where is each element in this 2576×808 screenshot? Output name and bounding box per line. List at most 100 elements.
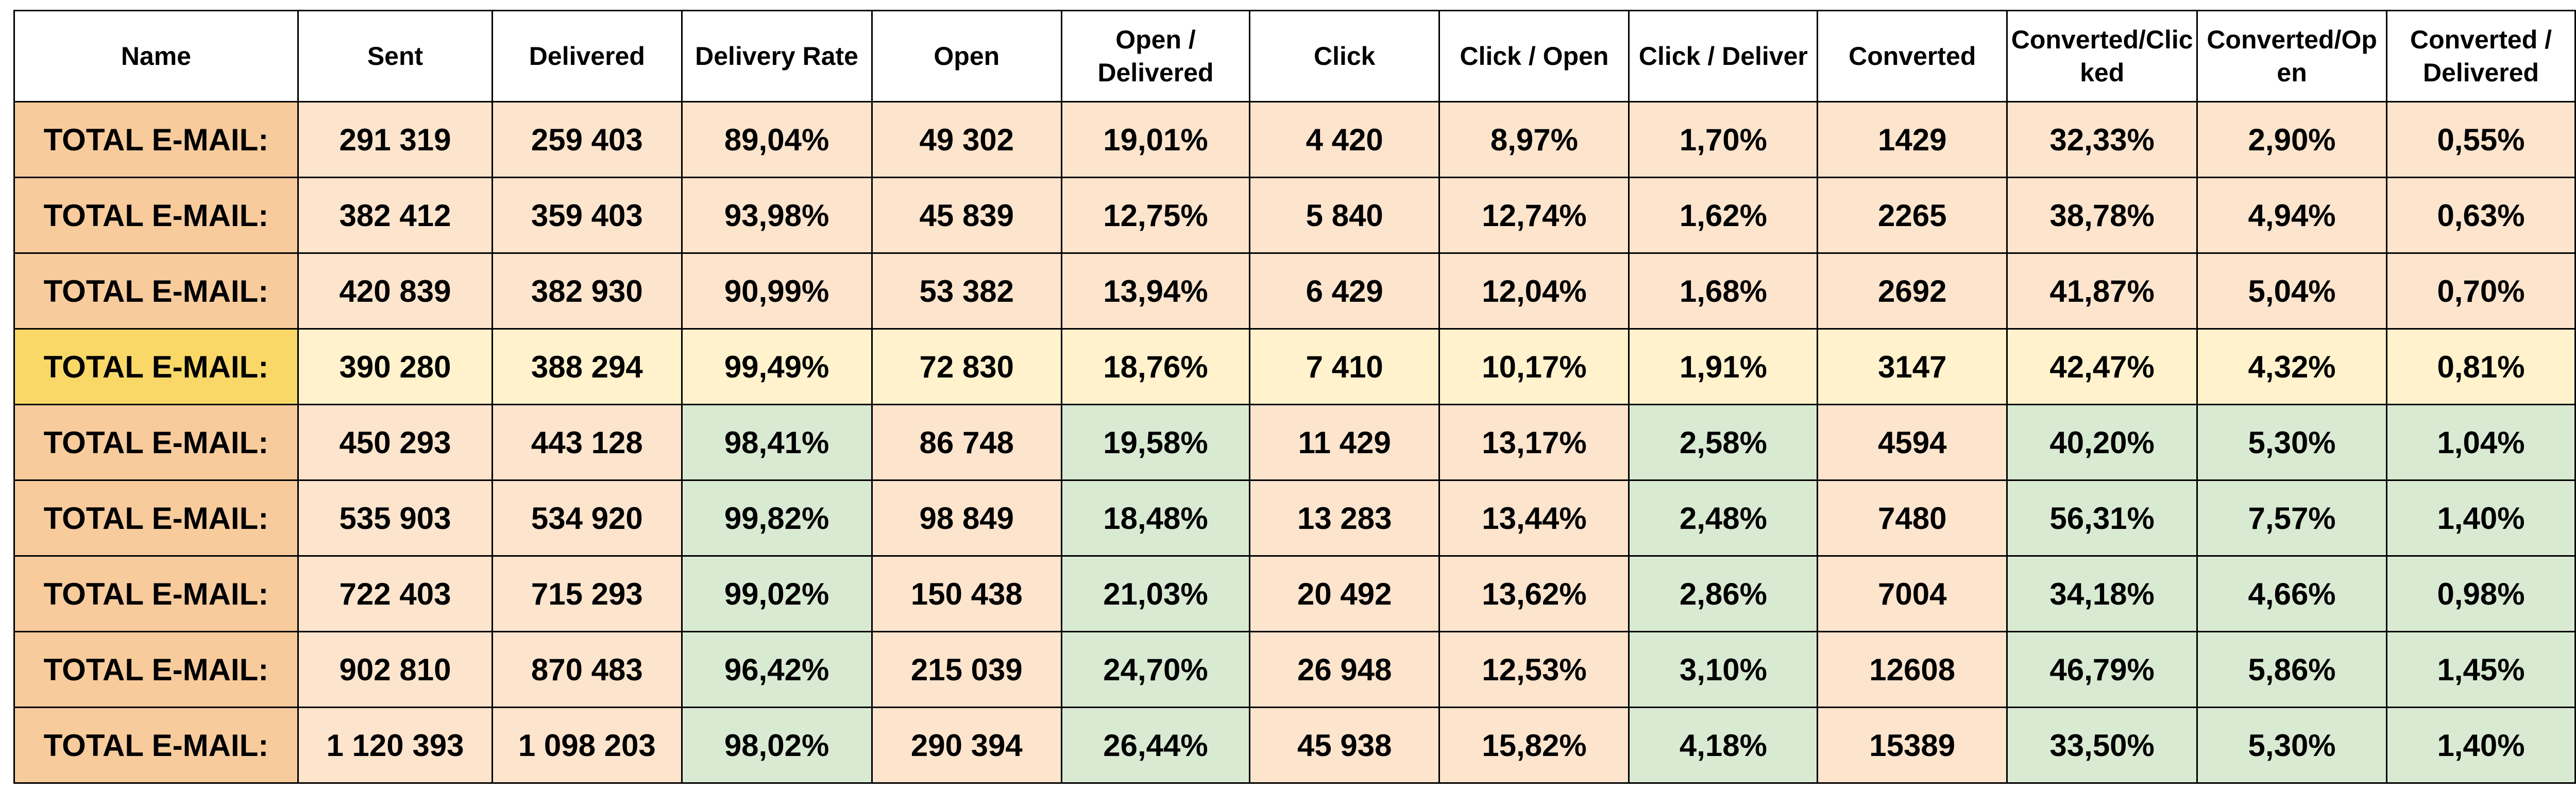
header-cell: Click — [1249, 10, 1440, 102]
table-cell: 0,70% — [2386, 252, 2576, 330]
table-cell: 46,79% — [2006, 631, 2198, 708]
table-row: TOTAL E-MAIL: 291 319 259 403 89,04% 49 302 1… — [13, 101, 2576, 178]
table-cell: 12608 — [1817, 631, 2008, 708]
table-cell: 99,82% — [681, 479, 873, 557]
table-cell: 2,86% — [1628, 555, 1819, 632]
table-cell: 1,70% — [1628, 101, 1819, 178]
table-cell: 18,76% — [1060, 328, 1251, 405]
table-cell: 4594 — [1817, 404, 2008, 481]
row-label: TOTAL E-MAIL: — [13, 404, 299, 481]
table-cell: 32,33% — [2006, 101, 2198, 178]
table-cell: 420 839 — [297, 252, 494, 330]
table-cell: 20 492 — [1249, 555, 1440, 632]
table-cell: 99,02% — [681, 555, 873, 632]
table-cell: 13,44% — [1438, 479, 1630, 557]
table-cell: 390 280 — [297, 328, 494, 405]
table-cell: 90,99% — [681, 252, 873, 330]
table-cell: 4,94% — [2196, 177, 2388, 254]
row-label: TOTAL E-MAIL: — [13, 177, 299, 254]
table-cell: 72 830 — [871, 328, 1062, 405]
header-cell: Converted/Open — [2196, 10, 2388, 102]
table-cell: 5,04% — [2196, 252, 2388, 330]
table-cell: 0,55% — [2386, 101, 2576, 178]
table-cell: 13,62% — [1438, 555, 1630, 632]
table-cell: 4,32% — [2196, 328, 2388, 405]
table-cell: 2,58% — [1628, 404, 1819, 481]
table-cell: 902 810 — [297, 631, 494, 708]
table-container: Name Sent Delivered Delivery Rate Open Open /… — [13, 10, 2576, 784]
table-cell: 5,30% — [2196, 707, 2388, 784]
header-cell: Converted — [1817, 10, 2008, 102]
table-cell: 215 039 — [871, 631, 1062, 708]
table-cell: 18,48% — [1060, 479, 1251, 557]
table-cell: 13 283 — [1249, 479, 1440, 557]
header-cell: Delivered — [492, 10, 683, 102]
table-cell: 5,30% — [2196, 404, 2388, 481]
table-cell: 98 849 — [871, 479, 1062, 557]
table-cell: 150 438 — [871, 555, 1062, 632]
table-cell: 1,40% — [2386, 479, 2576, 557]
table-cell: 535 903 — [297, 479, 494, 557]
table-cell: 2692 — [1817, 252, 2008, 330]
table-row: TOTAL E-MAIL: 382 412 359 403 93,98% 45 839 1… — [13, 177, 2576, 254]
table-cell: 24,70% — [1060, 631, 1251, 708]
table-cell: 12,53% — [1438, 631, 1630, 708]
table-cell: 7480 — [1817, 479, 2008, 557]
table-cell: 93,98% — [681, 177, 873, 254]
row-label: TOTAL E-MAIL: — [13, 555, 299, 632]
table-cell: 870 483 — [492, 631, 683, 708]
table-cell: 0,81% — [2386, 328, 2576, 405]
table-row: TOTAL E-MAIL: 902 810 870 483 96,42% 215 039… — [13, 631, 2576, 708]
table-cell: 12,75% — [1060, 177, 1251, 254]
table-cell: 382 930 — [492, 252, 683, 330]
table-row: TOTAL E-MAIL: 390 280 388 294 99,49% 72 830 1… — [13, 328, 2576, 405]
table-row: TOTAL E-MAIL: 722 403 715 293 99,02% 150 438… — [13, 555, 2576, 632]
header-cell: Click / Deliver — [1628, 10, 1819, 102]
table-row: TOTAL E-MAIL: 420 839 382 930 90,99% 53 382 1… — [13, 252, 2576, 330]
table-cell: 5 840 — [1249, 177, 1440, 254]
table-cell: 10,17% — [1438, 328, 1630, 405]
table-cell: 1429 — [1817, 101, 2008, 178]
header-cell: Open / Delivered — [1060, 10, 1251, 102]
table-row: TOTAL E-MAIL: 535 903 534 920 99,82% 98 849 1… — [13, 479, 2576, 557]
row-label: TOTAL E-MAIL: — [13, 631, 299, 708]
table-cell: 56,31% — [2006, 479, 2198, 557]
table-cell: 49 302 — [871, 101, 1062, 178]
table-row: TOTAL E-MAIL: 450 293 443 128 98,41% 86 748 1… — [13, 404, 2576, 481]
table-cell: 21,03% — [1060, 555, 1251, 632]
table-cell: 12,04% — [1438, 252, 1630, 330]
table-cell: 13,17% — [1438, 404, 1630, 481]
header-cell: Converted/Clicked — [2006, 10, 2198, 102]
table-cell: 1,91% — [1628, 328, 1819, 405]
table-cell: 42,47% — [2006, 328, 2198, 405]
table-cell: 26 948 — [1249, 631, 1440, 708]
table-cell: 291 319 — [297, 101, 494, 178]
table-cell: 99,49% — [681, 328, 873, 405]
table-cell: 45 938 — [1249, 707, 1440, 784]
table-cell: 15,82% — [1438, 707, 1630, 784]
table-cell: 7 410 — [1249, 328, 1440, 405]
table-cell: 2,48% — [1628, 479, 1819, 557]
table-cell: 1,62% — [1628, 177, 1819, 254]
header-cell: Delivery Rate — [681, 10, 873, 102]
table-cell: 26,44% — [1060, 707, 1251, 784]
table-cell: 443 128 — [492, 404, 683, 481]
table-cell: 290 394 — [871, 707, 1062, 784]
table-cell: 2,90% — [2196, 101, 2388, 178]
table-cell: 41,87% — [2006, 252, 2198, 330]
table-cell: 388 294 — [492, 328, 683, 405]
table-cell: 11 429 — [1249, 404, 1440, 481]
table-cell: 1,40% — [2386, 707, 2576, 784]
table-cell: 86 748 — [871, 404, 1062, 481]
header-cell: Sent — [297, 10, 494, 102]
table-cell: 7,57% — [2196, 479, 2388, 557]
table-cell: 5,86% — [2196, 631, 2388, 708]
table-row: TOTAL E-MAIL: 1 120 393 1 098 203 98,02% 290… — [13, 707, 2576, 784]
table-cell: 4,18% — [1628, 707, 1819, 784]
table-cell: 19,58% — [1060, 404, 1251, 481]
table-cell: 359 403 — [492, 177, 683, 254]
table-cell: 4 420 — [1249, 101, 1440, 178]
table-cell: 3147 — [1817, 328, 2008, 405]
header-row: Name Sent Delivered Delivery Rate Open Open /… — [13, 10, 2576, 102]
